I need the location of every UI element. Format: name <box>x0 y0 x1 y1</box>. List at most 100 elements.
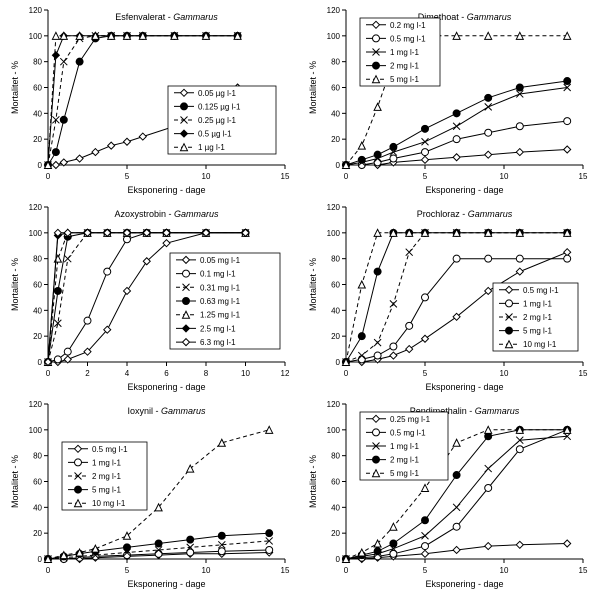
chart-esfenvalerat: 020406080100120051015Eksponering - dageM… <box>0 0 297 197</box>
xtick-label: 0 <box>46 172 51 181</box>
ytick-label: 0 <box>335 555 340 564</box>
ytick-label: 20 <box>331 332 340 341</box>
ytick-label: 20 <box>33 332 42 341</box>
ytick-label: 20 <box>33 529 42 538</box>
ytick-label: 100 <box>326 229 340 238</box>
legend-label: 0.2 mg l-1 <box>390 21 426 30</box>
legend-label: 5 mg l-1 <box>390 469 419 478</box>
ytick-label: 120 <box>29 203 43 212</box>
panel-pendimethalin: 020406080100120051015Eksponering - dageM… <box>298 394 595 591</box>
xtick-label: 6 <box>164 369 169 378</box>
chart-title: Prochloraz - Gammarus <box>416 209 512 219</box>
ytick-label: 120 <box>326 203 340 212</box>
xtick-label: 15 <box>578 172 587 181</box>
x-axis-label: Eksponering - dage <box>425 382 503 392</box>
ytick-label: 80 <box>331 452 340 461</box>
legend-label: 0.25 µg l-1 <box>198 116 237 125</box>
ytick-label: 80 <box>33 452 42 461</box>
legend-label: 0.5 mg l-1 <box>390 34 426 43</box>
xtick-label: 0 <box>343 369 348 378</box>
legend-label: 0.1 mg l-1 <box>200 270 236 279</box>
xtick-label: 0 <box>343 566 348 575</box>
x-axis-label: Eksponering - dage <box>127 579 205 589</box>
legend-label: 1 mg l-1 <box>523 299 552 308</box>
ytick-label: 120 <box>29 400 43 409</box>
xtick-label: 10 <box>499 172 508 181</box>
legend-label: 2 mg l-1 <box>390 62 419 71</box>
xtick-label: 12 <box>281 369 290 378</box>
xtick-label: 8 <box>204 369 209 378</box>
xtick-label: 5 <box>125 566 130 575</box>
chart-azoxystrobin: 020406080100120024681012Eksponering - da… <box>0 197 297 394</box>
chart-grid: 020406080100120051015Eksponering - dageM… <box>0 0 595 591</box>
xtick-label: 15 <box>578 369 587 378</box>
xtick-label: 15 <box>281 172 290 181</box>
legend-label: 5 mg l-1 <box>390 75 419 84</box>
legend-label: 1 mg l-1 <box>390 48 419 57</box>
chart-pendimethalin: 020406080100120051015Eksponering - dageM… <box>298 394 595 591</box>
chart-title: Esfenvalerat - Gammarus <box>115 12 218 22</box>
panel-ioxynil: 020406080100120051015Eksponering - dageM… <box>0 394 298 591</box>
ytick-label: 60 <box>331 478 340 487</box>
ytick-label: 60 <box>33 281 42 290</box>
ytick-label: 0 <box>335 358 340 367</box>
x-axis-label: Eksponering - dage <box>127 382 205 392</box>
ytick-label: 40 <box>331 109 340 118</box>
xtick-label: 10 <box>499 566 508 575</box>
x-axis-label: Eksponering - dage <box>425 579 503 589</box>
ytick-label: 80 <box>331 255 340 264</box>
ytick-label: 0 <box>335 161 340 170</box>
panel-dimethoat: 020406080100120051015Eksponering - dageM… <box>298 0 595 197</box>
legend-label: 0.5 mg l-1 <box>523 286 559 295</box>
chart-dimethoat: 020406080100120051015Eksponering - dageM… <box>298 0 595 197</box>
legend-label: 2 mg l-1 <box>390 456 419 465</box>
xtick-label: 10 <box>202 172 211 181</box>
legend-label: 5 mg l-1 <box>92 486 121 495</box>
ytick-label: 60 <box>331 84 340 93</box>
xtick-label: 2 <box>85 369 90 378</box>
chart-prochloraz: 020406080100120051015Eksponering - dageM… <box>298 197 595 394</box>
xtick-label: 10 <box>202 566 211 575</box>
xtick-label: 15 <box>281 566 290 575</box>
legend-label: 0.31 mg l-1 <box>200 283 241 292</box>
xtick-label: 4 <box>125 369 130 378</box>
legend-label: 1 µg l-1 <box>198 143 225 152</box>
ytick-label: 0 <box>38 555 43 564</box>
ytick-label: 40 <box>33 306 42 315</box>
ytick-label: 0 <box>38 358 43 367</box>
ytick-label: 120 <box>29 6 43 15</box>
ytick-label: 20 <box>331 529 340 538</box>
panel-prochloraz: 020406080100120051015Eksponering - dageM… <box>298 197 595 394</box>
xtick-label: 10 <box>499 369 508 378</box>
legend-label: 2 mg l-1 <box>523 313 552 322</box>
legend-label: 10 mg l-1 <box>523 340 557 349</box>
ytick-label: 80 <box>33 255 42 264</box>
ytick-label: 20 <box>331 135 340 144</box>
y-axis-label: Mortalitet - % <box>10 61 20 114</box>
chart-title: Azoxystrobin - Gammarus <box>114 209 219 219</box>
legend-label: 6.3 mg l-1 <box>200 338 236 347</box>
y-axis-label: Mortalitet - % <box>308 455 318 508</box>
ytick-label: 100 <box>326 32 340 41</box>
xtick-label: 0 <box>343 172 348 181</box>
xtick-label: 10 <box>241 369 250 378</box>
x-axis-label: Eksponering - dage <box>425 185 503 195</box>
ytick-label: 120 <box>326 6 340 15</box>
y-axis-label: Mortalitet - % <box>308 61 318 114</box>
legend-label: 0.5 µg l-1 <box>198 130 232 139</box>
chart-title: Ioxynil - Gammarus <box>127 406 206 416</box>
ytick-label: 20 <box>33 135 42 144</box>
x-axis-label: Eksponering - dage <box>127 185 205 195</box>
xtick-label: 5 <box>422 172 427 181</box>
ytick-label: 60 <box>33 84 42 93</box>
xtick-label: 5 <box>422 566 427 575</box>
legend-label: 5 mg l-1 <box>523 327 552 336</box>
ytick-label: 100 <box>29 426 43 435</box>
legend-label: 0.5 mg l-1 <box>92 445 128 454</box>
ytick-label: 40 <box>331 306 340 315</box>
legend-label: 1 mg l-1 <box>390 442 419 451</box>
xtick-label: 15 <box>578 566 587 575</box>
ytick-label: 60 <box>331 281 340 290</box>
ytick-label: 0 <box>38 161 43 170</box>
ytick-label: 40 <box>331 503 340 512</box>
